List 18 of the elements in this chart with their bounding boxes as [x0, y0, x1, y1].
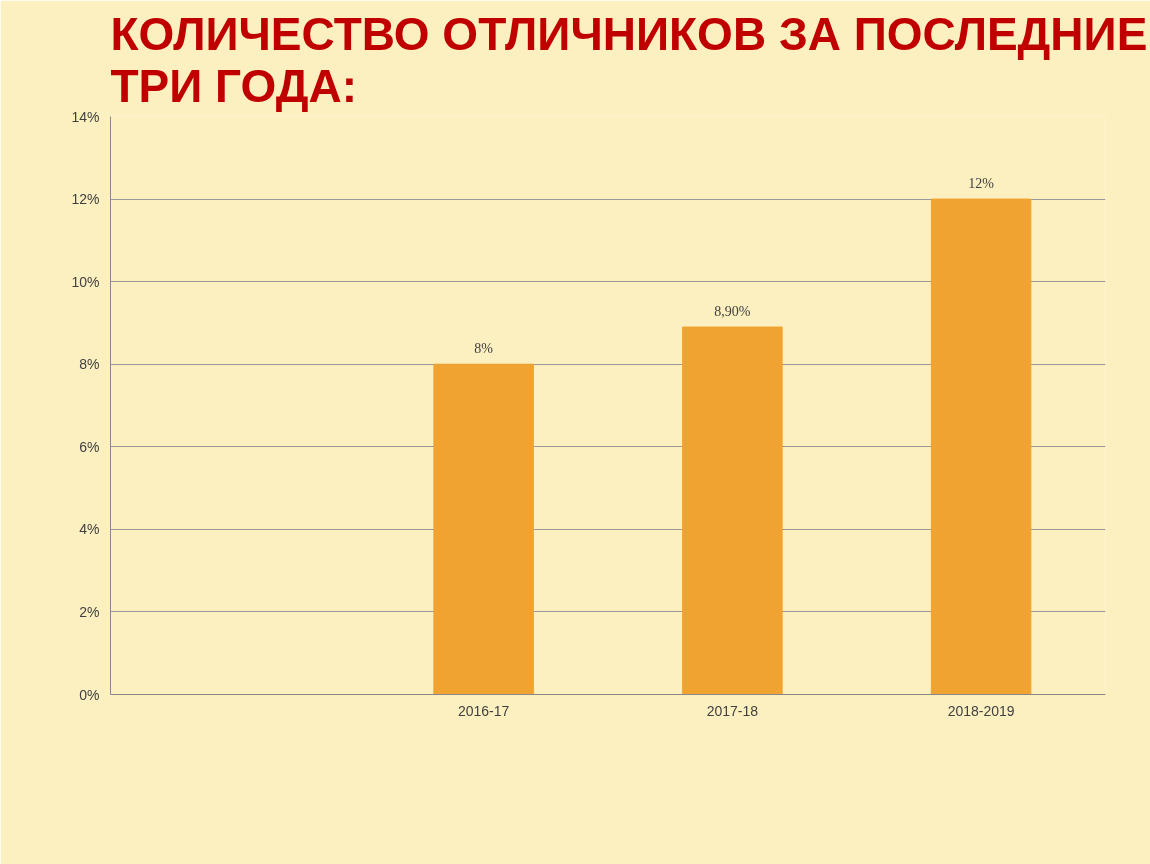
data-label: 8% — [474, 341, 494, 357]
y-tick-label: 10% — [71, 273, 100, 290]
x-tick-label: 2016-17 — [457, 702, 510, 719]
y-tick-label: 8% — [79, 356, 100, 373]
chart-title: КОЛИЧЕСТВО ОТЛИЧНИКОВ ЗА ПОСЛЕДНИЕ ТРИ ГОДА: — [110, 7, 1148, 112]
y-tick-label: 2% — [79, 603, 100, 620]
data-label: 8,90% — [714, 304, 751, 320]
data-label: 12% — [968, 176, 995, 192]
y-tick-label: 14% — [71, 108, 100, 125]
x-tick-label: 2017-18 — [706, 702, 759, 719]
x-tick-label: 2018-2019 — [947, 702, 1015, 719]
y-tick-label: 0% — [79, 686, 100, 703]
bar — [930, 198, 1032, 695]
bar — [433, 363, 534, 695]
y-tick-label: 6% — [79, 438, 100, 455]
bar — [682, 326, 783, 695]
y-tick-label: 4% — [79, 521, 100, 538]
y-tick-label: 12% — [71, 191, 100, 208]
